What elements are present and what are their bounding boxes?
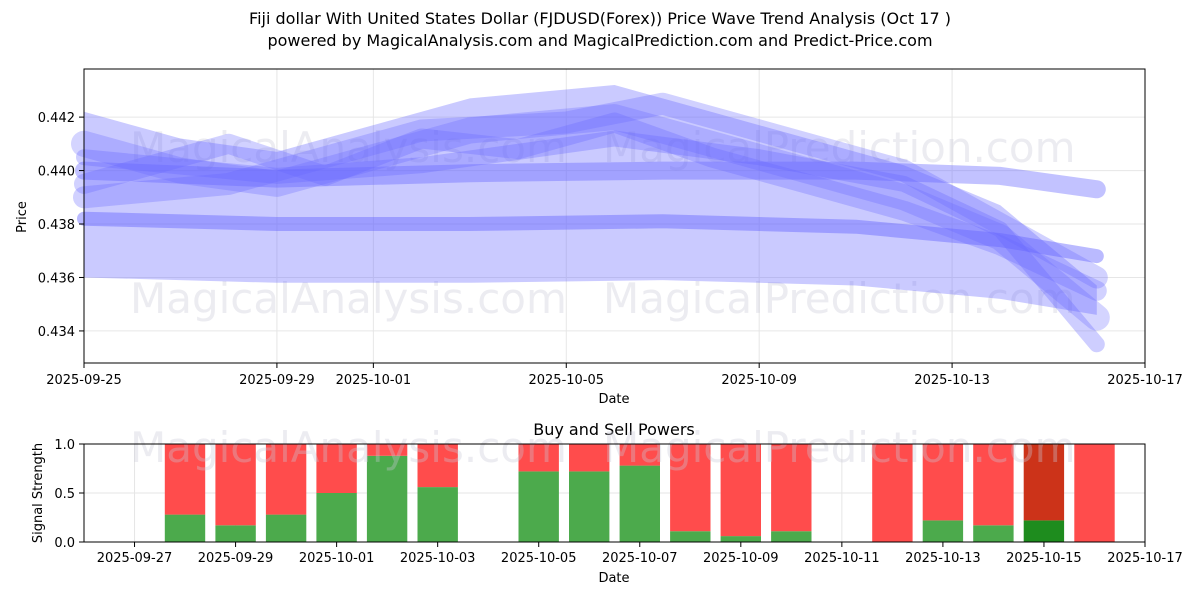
signal-y-ticks: 0.0 0.5 1.0 <box>54 438 84 551</box>
signal-bars <box>164 444 1115 542</box>
price-wave-line <box>73 92 1108 289</box>
sell-bar <box>164 444 206 515</box>
signal-x-tick-label: 2025-10-05 <box>501 551 577 566</box>
buy-bar <box>316 493 357 542</box>
buy-bar <box>164 514 206 542</box>
price-plot-border <box>83 68 1146 364</box>
signal-y-tick-label: 0.0 <box>54 536 75 551</box>
buy-bar <box>771 531 812 542</box>
sell-bar <box>316 444 357 493</box>
price-x-tick-label: 2025-10-05 <box>528 373 604 388</box>
sell-bar <box>265 444 307 515</box>
signal-x-tick-label: 2025-10-11 <box>804 551 880 566</box>
sell-bar <box>922 444 964 521</box>
buy-bar <box>366 455 408 542</box>
signal-x-ticks: 2025-09-27 2025-09-29 2025-10-01 2025-10-03… <box>97 542 1183 566</box>
sell-bar <box>771 444 812 532</box>
signal-x-tick-label: 2025-10-01 <box>299 551 375 566</box>
sell-bar <box>417 444 458 488</box>
buy-bar <box>1023 520 1065 542</box>
signal-y-axis-label: Signal Strength <box>31 443 46 543</box>
watermark-analysis-bottom: MagicalAnalysis.com <box>130 423 567 472</box>
signal-x-tick-label: 2025-09-27 <box>97 551 173 566</box>
watermark-prediction-mid: MagicalPrediction.com <box>603 274 1076 323</box>
price-x-tick-label: 2025-10-09 <box>721 373 797 388</box>
price-wave-line <box>77 211 1104 264</box>
buy-bar <box>569 471 610 542</box>
watermark-analysis-top: MagicalAnalysis.com <box>130 123 567 172</box>
buy-bar <box>417 487 458 542</box>
buy-bar <box>922 520 964 542</box>
buy-sell-title: Buy and Sell Powers <box>533 420 695 439</box>
sell-bar <box>366 444 408 456</box>
signal-x-tick-label: 2025-10-09 <box>703 551 779 566</box>
sell-bar <box>872 444 913 542</box>
sell-bar <box>973 444 1014 526</box>
signal-y-tick-label: 1.0 <box>54 438 75 453</box>
price-y-tick-label: 0.438 <box>38 218 75 233</box>
buy-bar <box>670 531 711 542</box>
price-wave-line <box>75 161 1106 199</box>
buy-bar <box>720 536 761 542</box>
signal-x-tick-label: 2025-10-13 <box>905 551 981 566</box>
price-y-ticks: 0.434 0.436 0.438 0.440 0.442 <box>38 111 84 340</box>
buy-bar <box>518 471 559 542</box>
signal-x-axis-label: Date <box>598 571 629 586</box>
title-line-1: Fiji dollar With United States Dollar (F… <box>249 9 951 28</box>
title-line-2: powered by MagicalAnalysis.com and Magic… <box>267 31 933 50</box>
price-x-axis-label: Date <box>598 392 629 407</box>
sell-bar <box>1023 444 1065 521</box>
price-wave-line <box>71 104 1110 331</box>
price-wave-line <box>74 112 1107 301</box>
watermark-analysis-mid: MagicalAnalysis.com <box>130 274 567 323</box>
sell-bar <box>1074 444 1115 542</box>
price-x-ticks: 2025-09-25 2025-09-29 2025-10-01 2025-10-05… <box>46 363 1183 388</box>
signal-y-tick-label: 0.5 <box>54 487 75 502</box>
price-x-tick-label: 2025-10-01 <box>336 373 412 388</box>
chart-title: Fiji dollar With United States Dollar (F… <box>0 8 1200 52</box>
watermark-prediction-bottom: MagicalPrediction.com <box>603 423 1076 472</box>
signal-x-tick-label: 2025-10-15 <box>1006 551 1082 566</box>
sell-bar <box>670 444 711 532</box>
price-y-tick-label: 0.434 <box>38 325 75 340</box>
sell-bar <box>215 444 256 526</box>
sell-bar <box>518 444 559 472</box>
buy-bar <box>973 525 1014 542</box>
sell-bar <box>619 444 660 466</box>
sell-bar <box>569 444 610 472</box>
watermark-prediction-top: MagicalPrediction.com <box>603 123 1076 172</box>
buy-bar <box>619 465 660 542</box>
signal-x-tick-label: 2025-10-17 <box>1107 551 1183 566</box>
signal-x-tick-label: 2025-10-07 <box>602 551 678 566</box>
price-y-tick-label: 0.442 <box>38 111 75 126</box>
buy-sell-plot: Buy and Sell Powers MagicalAnalysis.com … <box>31 420 1183 586</box>
signal-x-tick-label: 2025-09-29 <box>198 551 274 566</box>
signal-x-tick-label: 2025-10-03 <box>400 551 476 566</box>
price-y-tick-label: 0.440 <box>38 165 75 180</box>
price-wave-line <box>76 130 1105 353</box>
buy-bar <box>215 525 256 542</box>
price-x-tick-label: 2025-09-29 <box>239 373 315 388</box>
price-x-tick-label: 2025-10-13 <box>914 373 990 388</box>
price-y-axis-label: Price <box>15 201 30 233</box>
sell-bar <box>720 444 761 537</box>
price-y-tick-label: 0.436 <box>38 271 75 286</box>
price-envelope-area <box>84 85 1097 315</box>
price-wave-bands <box>71 85 1110 353</box>
price-wave-plot: MagicalAnalysis.com MagicalPrediction.co… <box>15 68 1183 407</box>
price-plot-frame <box>84 69 1145 363</box>
buy-bar <box>265 514 307 542</box>
price-x-tick-label: 2025-09-25 <box>46 373 122 388</box>
price-x-tick-label: 2025-10-17 <box>1107 373 1183 388</box>
